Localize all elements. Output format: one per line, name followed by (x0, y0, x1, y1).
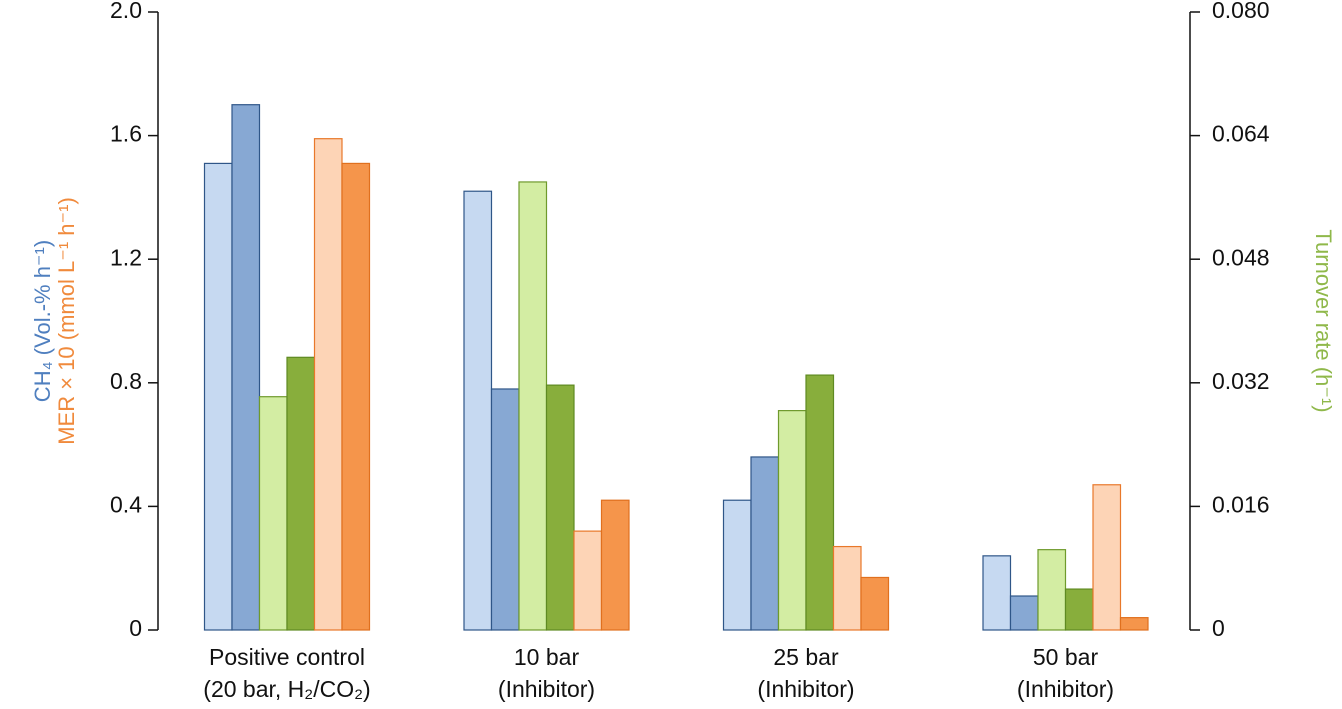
bar (805, 374, 835, 631)
y2-axis-label: Turnover rate (h⁻¹) (1311, 229, 1336, 412)
bar (490, 388, 520, 631)
bar (1064, 588, 1094, 631)
bar (341, 162, 371, 631)
bar (313, 138, 343, 631)
y2-tick-label: 0.048 (1212, 244, 1270, 270)
bar (518, 181, 548, 631)
bar (1037, 549, 1067, 631)
y2-tick-label: 0.064 (1212, 121, 1270, 147)
x-tick-label: Positive control (209, 644, 365, 670)
y-tick-label: 0.4 (110, 491, 142, 517)
bar (750, 456, 780, 631)
bar (463, 190, 493, 631)
bar (1009, 595, 1039, 631)
x-tick-label: (Inhibitor) (757, 676, 854, 702)
bar (231, 104, 261, 631)
x-tick-label: 10 bar (514, 644, 580, 670)
y-tick-label: 2.0 (110, 0, 142, 23)
x-tick-label: 25 bar (773, 644, 839, 670)
bar (777, 410, 807, 631)
x-tick-label: (20 bar, H₂/CO₂) (203, 676, 370, 702)
y2-tick-label: 0.016 (1212, 491, 1270, 517)
y-axis-label: MER × 10 (mmol L⁻¹ h⁻¹) (54, 197, 79, 445)
bar (545, 384, 575, 631)
bar (832, 545, 862, 631)
y-tick-label: 1.2 (110, 244, 142, 270)
bar (722, 499, 752, 631)
x-tick-label: (Inhibitor) (1017, 676, 1114, 702)
bar (203, 162, 233, 631)
bar (258, 396, 288, 631)
bar (286, 356, 316, 631)
bar (860, 576, 890, 631)
bar (1092, 484, 1122, 631)
y-tick-label: 1.6 (110, 121, 142, 147)
x-tick-label: (Inhibitor) (498, 676, 595, 702)
bar (982, 555, 1012, 631)
y2-tick-label: 0.032 (1212, 368, 1270, 394)
bar (573, 530, 603, 631)
y2-tick-label: 0 (1212, 615, 1225, 641)
y2-tick-label: 0.080 (1212, 0, 1270, 23)
bar (600, 499, 630, 631)
y-tick-label: 0 (129, 615, 142, 641)
y-axis-label: CH₄ (Vol.-% h⁻¹) (30, 240, 55, 402)
bar (1119, 617, 1149, 631)
y-tick-label: 0.8 (110, 368, 142, 394)
x-tick-label: 50 bar (1033, 644, 1099, 670)
